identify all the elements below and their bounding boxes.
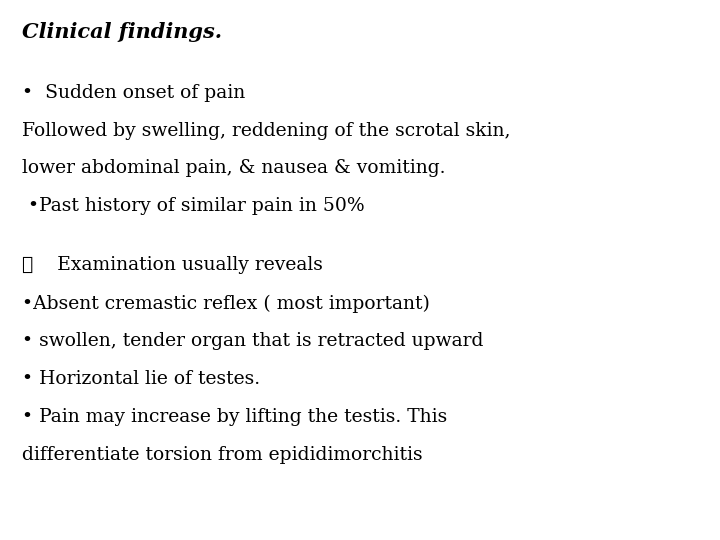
Text: ❖    Examination usually reveals: ❖ Examination usually reveals [22,256,323,274]
Text: • Pain may increase by lifting the testis. This: • Pain may increase by lifting the testi… [22,408,447,426]
Text: differentiate torsion from epididimorchitis: differentiate torsion from epididimorchi… [22,446,422,463]
Text: lower abdominal pain, & nausea & vomiting.: lower abdominal pain, & nausea & vomitin… [22,159,445,177]
Text: •Absent cremastic reflex ( most important): •Absent cremastic reflex ( most importan… [22,294,429,313]
Text: •Past history of similar pain in 50%: •Past history of similar pain in 50% [22,197,364,215]
Text: Clinical findings.: Clinical findings. [22,22,222,42]
Text: •  Sudden onset of pain: • Sudden onset of pain [22,84,245,102]
Text: Followed by swelling, reddening of the scrotal skin,: Followed by swelling, reddening of the s… [22,122,510,139]
Text: • Horizontal lie of testes.: • Horizontal lie of testes. [22,370,260,388]
Text: • swollen, tender organ that is retracted upward: • swollen, tender organ that is retracte… [22,332,483,350]
